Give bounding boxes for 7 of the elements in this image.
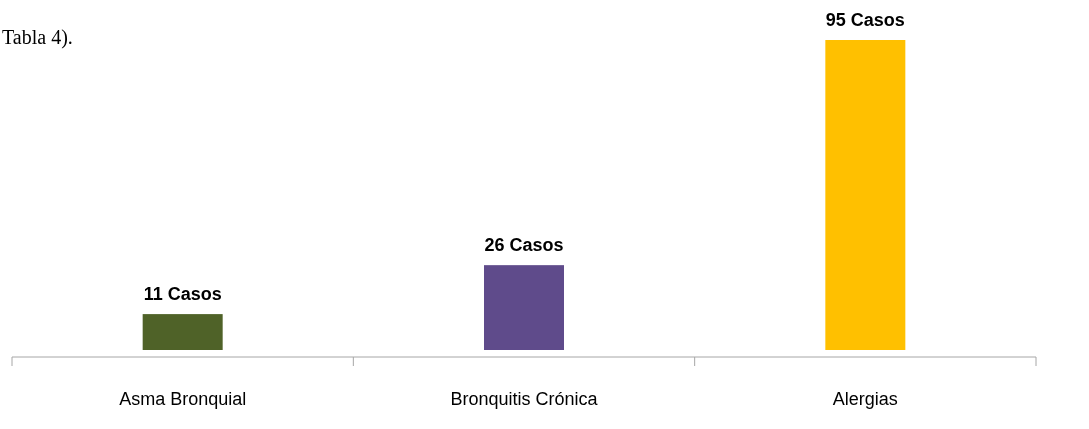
- x-tick-label: Alergias: [832, 389, 898, 409]
- data-label: 11 Casos: [143, 284, 222, 305]
- data-label: 95 Casos: [825, 10, 905, 30]
- x-tick-label: Bronquitis Crónica: [450, 389, 599, 409]
- data-label: 26 Casos: [484, 235, 564, 256]
- annotation: Tabla 4).: [2, 26, 73, 49]
- x-tick-label: Asma Bronquial: [119, 389, 247, 409]
